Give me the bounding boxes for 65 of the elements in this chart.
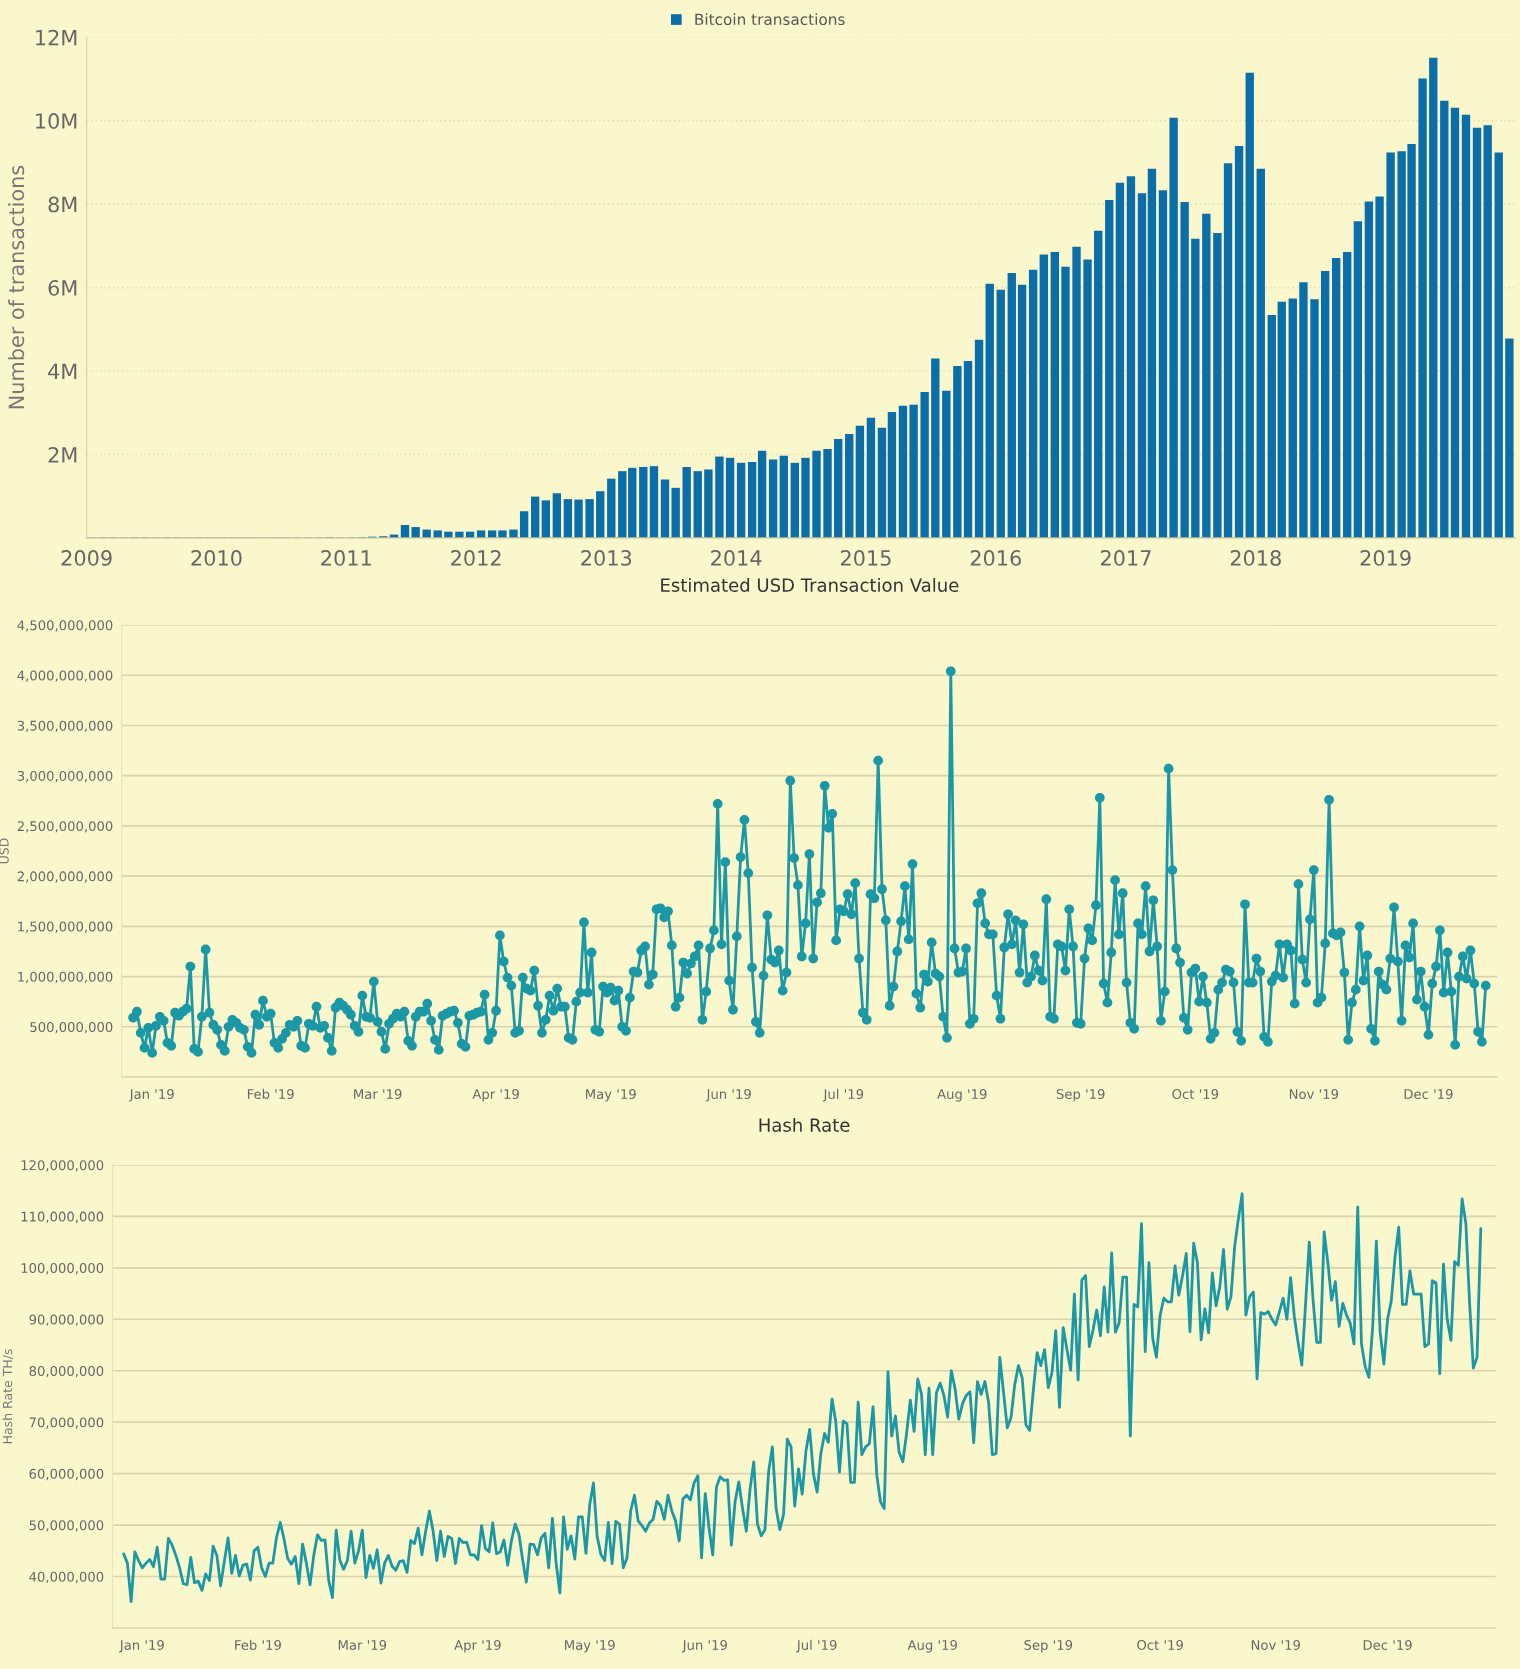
chart-title: Estimated USD Transaction Value (661, 577, 959, 592)
x-tick-label: Sep '19 (1024, 1639, 1073, 1653)
x-tick-label: 2011 (321, 550, 371, 566)
x-tick-label: Feb '19 (235, 1639, 281, 1650)
x-tick-label: 2018 (1230, 550, 1281, 566)
y-tick-label: 3,000,000,000 (17, 770, 113, 783)
x-tick-label: 2017 (1100, 550, 1151, 566)
x-tick-label: Sep '19 (1056, 1089, 1105, 1102)
x-tick-label: Jun '19 (705, 1089, 751, 1102)
x-tick-label: Apr '19 (454, 1639, 501, 1653)
x-tick-label: Dec '19 (1404, 1089, 1453, 1100)
x-tick-label: Oct '19 (1172, 1089, 1219, 1100)
y-tick-label: 100,000,000 (21, 1263, 104, 1275)
y-tick-label: 4M (48, 363, 77, 379)
x-tick-label: Nov '19 (1251, 1639, 1300, 1650)
y-tick-label: 40,000,000 (29, 1571, 104, 1584)
x-tick-label: Nov '19 (1289, 1089, 1339, 1100)
x-tick-label: Aug '19 (937, 1089, 987, 1102)
x-tick-label: 2013 (581, 550, 632, 566)
x-tick-label: Mar '19 (338, 1639, 387, 1650)
x-tick-label: 2016 (970, 550, 1021, 566)
y-tick-label: 110,000,000 (21, 1211, 104, 1223)
x-tick-label: May '19 (586, 1089, 636, 1102)
x-tick-label: Jan '19 (119, 1639, 164, 1653)
y-tick-label: 2,000,000,000 (17, 871, 113, 883)
y-tick-label: 2,500,000,000 (17, 821, 113, 833)
y-tick-label: 60,000,000 (29, 1468, 104, 1481)
x-tick-label: 2015 (840, 550, 891, 566)
y-axis-title: Hash Rate TH/s (2, 1349, 14, 1444)
x-tick-label: Jul '19 (796, 1639, 837, 1653)
x-tick-label: Jun '19 (681, 1639, 727, 1653)
x-tick-label: Jul '19 (822, 1088, 864, 1102)
x-tick-label: Dec '19 (1363, 1639, 1412, 1650)
y-tick-label: 8M (48, 196, 77, 213)
y-tick-label: 70,000,000 (29, 1417, 104, 1429)
x-tick-label: Feb '19 (247, 1088, 294, 1100)
x-tick-label: 2009 (61, 550, 112, 566)
x-tick-label: Jan '19 (129, 1089, 174, 1102)
x-tick-label: 2010 (191, 550, 242, 566)
y-tick-label: 120,000,000 (21, 1160, 104, 1172)
y-tick-label: 4,000,000,000 (17, 670, 113, 682)
y-tick-label: 12M (36, 29, 77, 46)
y-tick-label: 1,000,000,000 (18, 971, 113, 984)
y-axis-title: Number of transactions (8, 165, 25, 409)
y-axis-title: USD (0, 838, 9, 864)
y-tick-label: 80,000,000 (29, 1365, 104, 1378)
y-tick-label: 50,000,000 (29, 1520, 104, 1532)
x-tick-label: 2012 (451, 550, 501, 566)
x-tick-label: Aug '19 (907, 1639, 957, 1653)
y-tick-label: 10M (36, 113, 77, 129)
x-tick-label: Mar '19 (354, 1089, 402, 1100)
x-tick-label: 2019 (1360, 550, 1411, 566)
y-tick-label: 90,000,000 (29, 1314, 104, 1326)
y-tick-label: 2M (48, 446, 77, 463)
x-tick-label: Oct '19 (1137, 1639, 1183, 1650)
y-tick-label: 3,500,000,000 (17, 720, 113, 733)
y-tick-label: 1,500,000,000 (18, 921, 113, 933)
x-tick-label: Apr '19 (472, 1089, 519, 1102)
chart-title: Hash Rate (759, 1117, 850, 1132)
x-tick-label: May '19 (565, 1639, 615, 1653)
legend-label: Bitcoin transactions (695, 13, 845, 26)
y-tick-label: 4,500,000,000 (17, 620, 113, 632)
x-tick-label: 2014 (711, 550, 762, 566)
y-tick-label: 500,000,000 (30, 1022, 113, 1034)
y-tick-label: 6M (48, 280, 77, 296)
